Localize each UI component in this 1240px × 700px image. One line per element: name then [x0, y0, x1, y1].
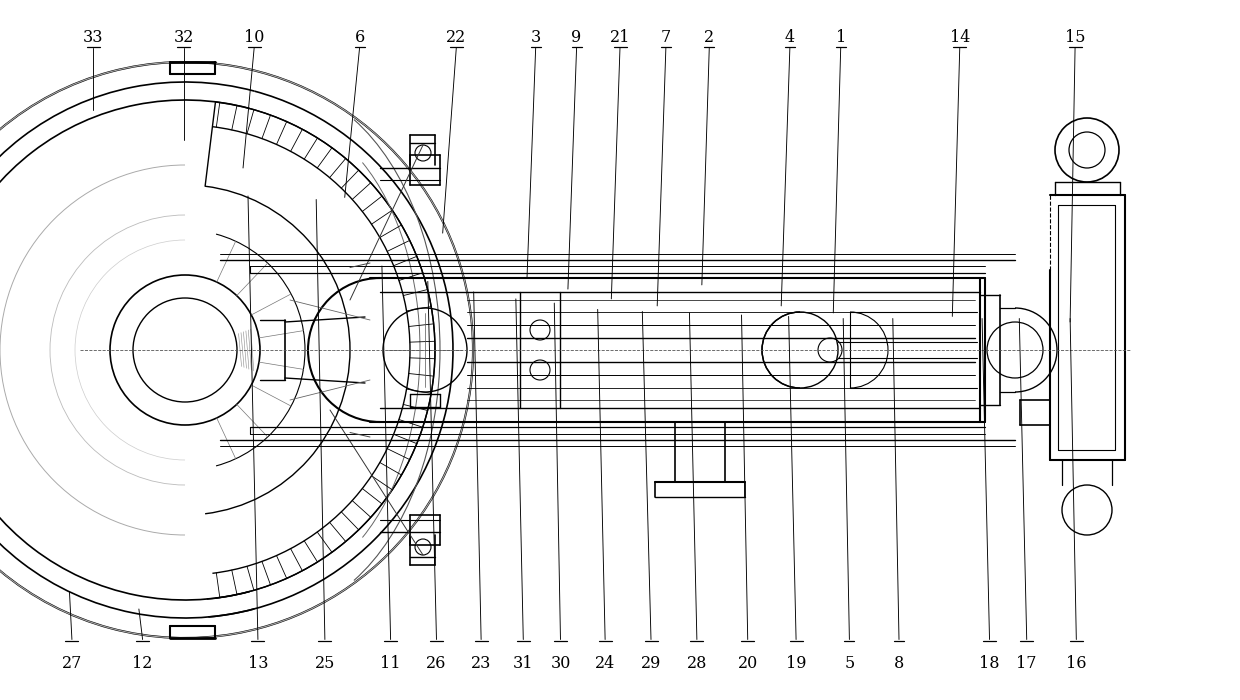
Text: 4: 4 — [785, 29, 795, 46]
Text: 11: 11 — [381, 654, 401, 671]
Text: 14: 14 — [950, 29, 970, 46]
Text: 3: 3 — [531, 29, 541, 46]
Text: 29: 29 — [641, 654, 661, 671]
Text: 2: 2 — [704, 29, 714, 46]
Text: 5: 5 — [844, 654, 854, 671]
Text: 30: 30 — [551, 654, 570, 671]
Text: 10: 10 — [244, 29, 264, 46]
Text: 16: 16 — [1066, 654, 1086, 671]
Text: 22: 22 — [446, 29, 466, 46]
Text: 26: 26 — [427, 654, 446, 671]
Text: 8: 8 — [894, 654, 904, 671]
Text: 27: 27 — [62, 654, 82, 671]
Text: 25: 25 — [315, 654, 335, 671]
Text: 21: 21 — [610, 29, 630, 46]
Text: 6: 6 — [355, 29, 365, 46]
Text: 23: 23 — [471, 654, 491, 671]
Text: 31: 31 — [513, 654, 533, 671]
Text: 12: 12 — [133, 654, 153, 671]
Text: 18: 18 — [980, 654, 999, 671]
Text: 7: 7 — [661, 29, 671, 46]
Text: 9: 9 — [572, 29, 582, 46]
Text: 32: 32 — [174, 29, 193, 46]
Text: 24: 24 — [595, 654, 615, 671]
Text: 28: 28 — [687, 654, 707, 671]
Text: 15: 15 — [1065, 29, 1085, 46]
Text: 17: 17 — [1017, 654, 1037, 671]
Text: 13: 13 — [248, 654, 268, 671]
Text: 1: 1 — [836, 29, 846, 46]
Text: 33: 33 — [83, 29, 103, 46]
Text: 20: 20 — [738, 654, 758, 671]
Text: 19: 19 — [786, 654, 806, 671]
